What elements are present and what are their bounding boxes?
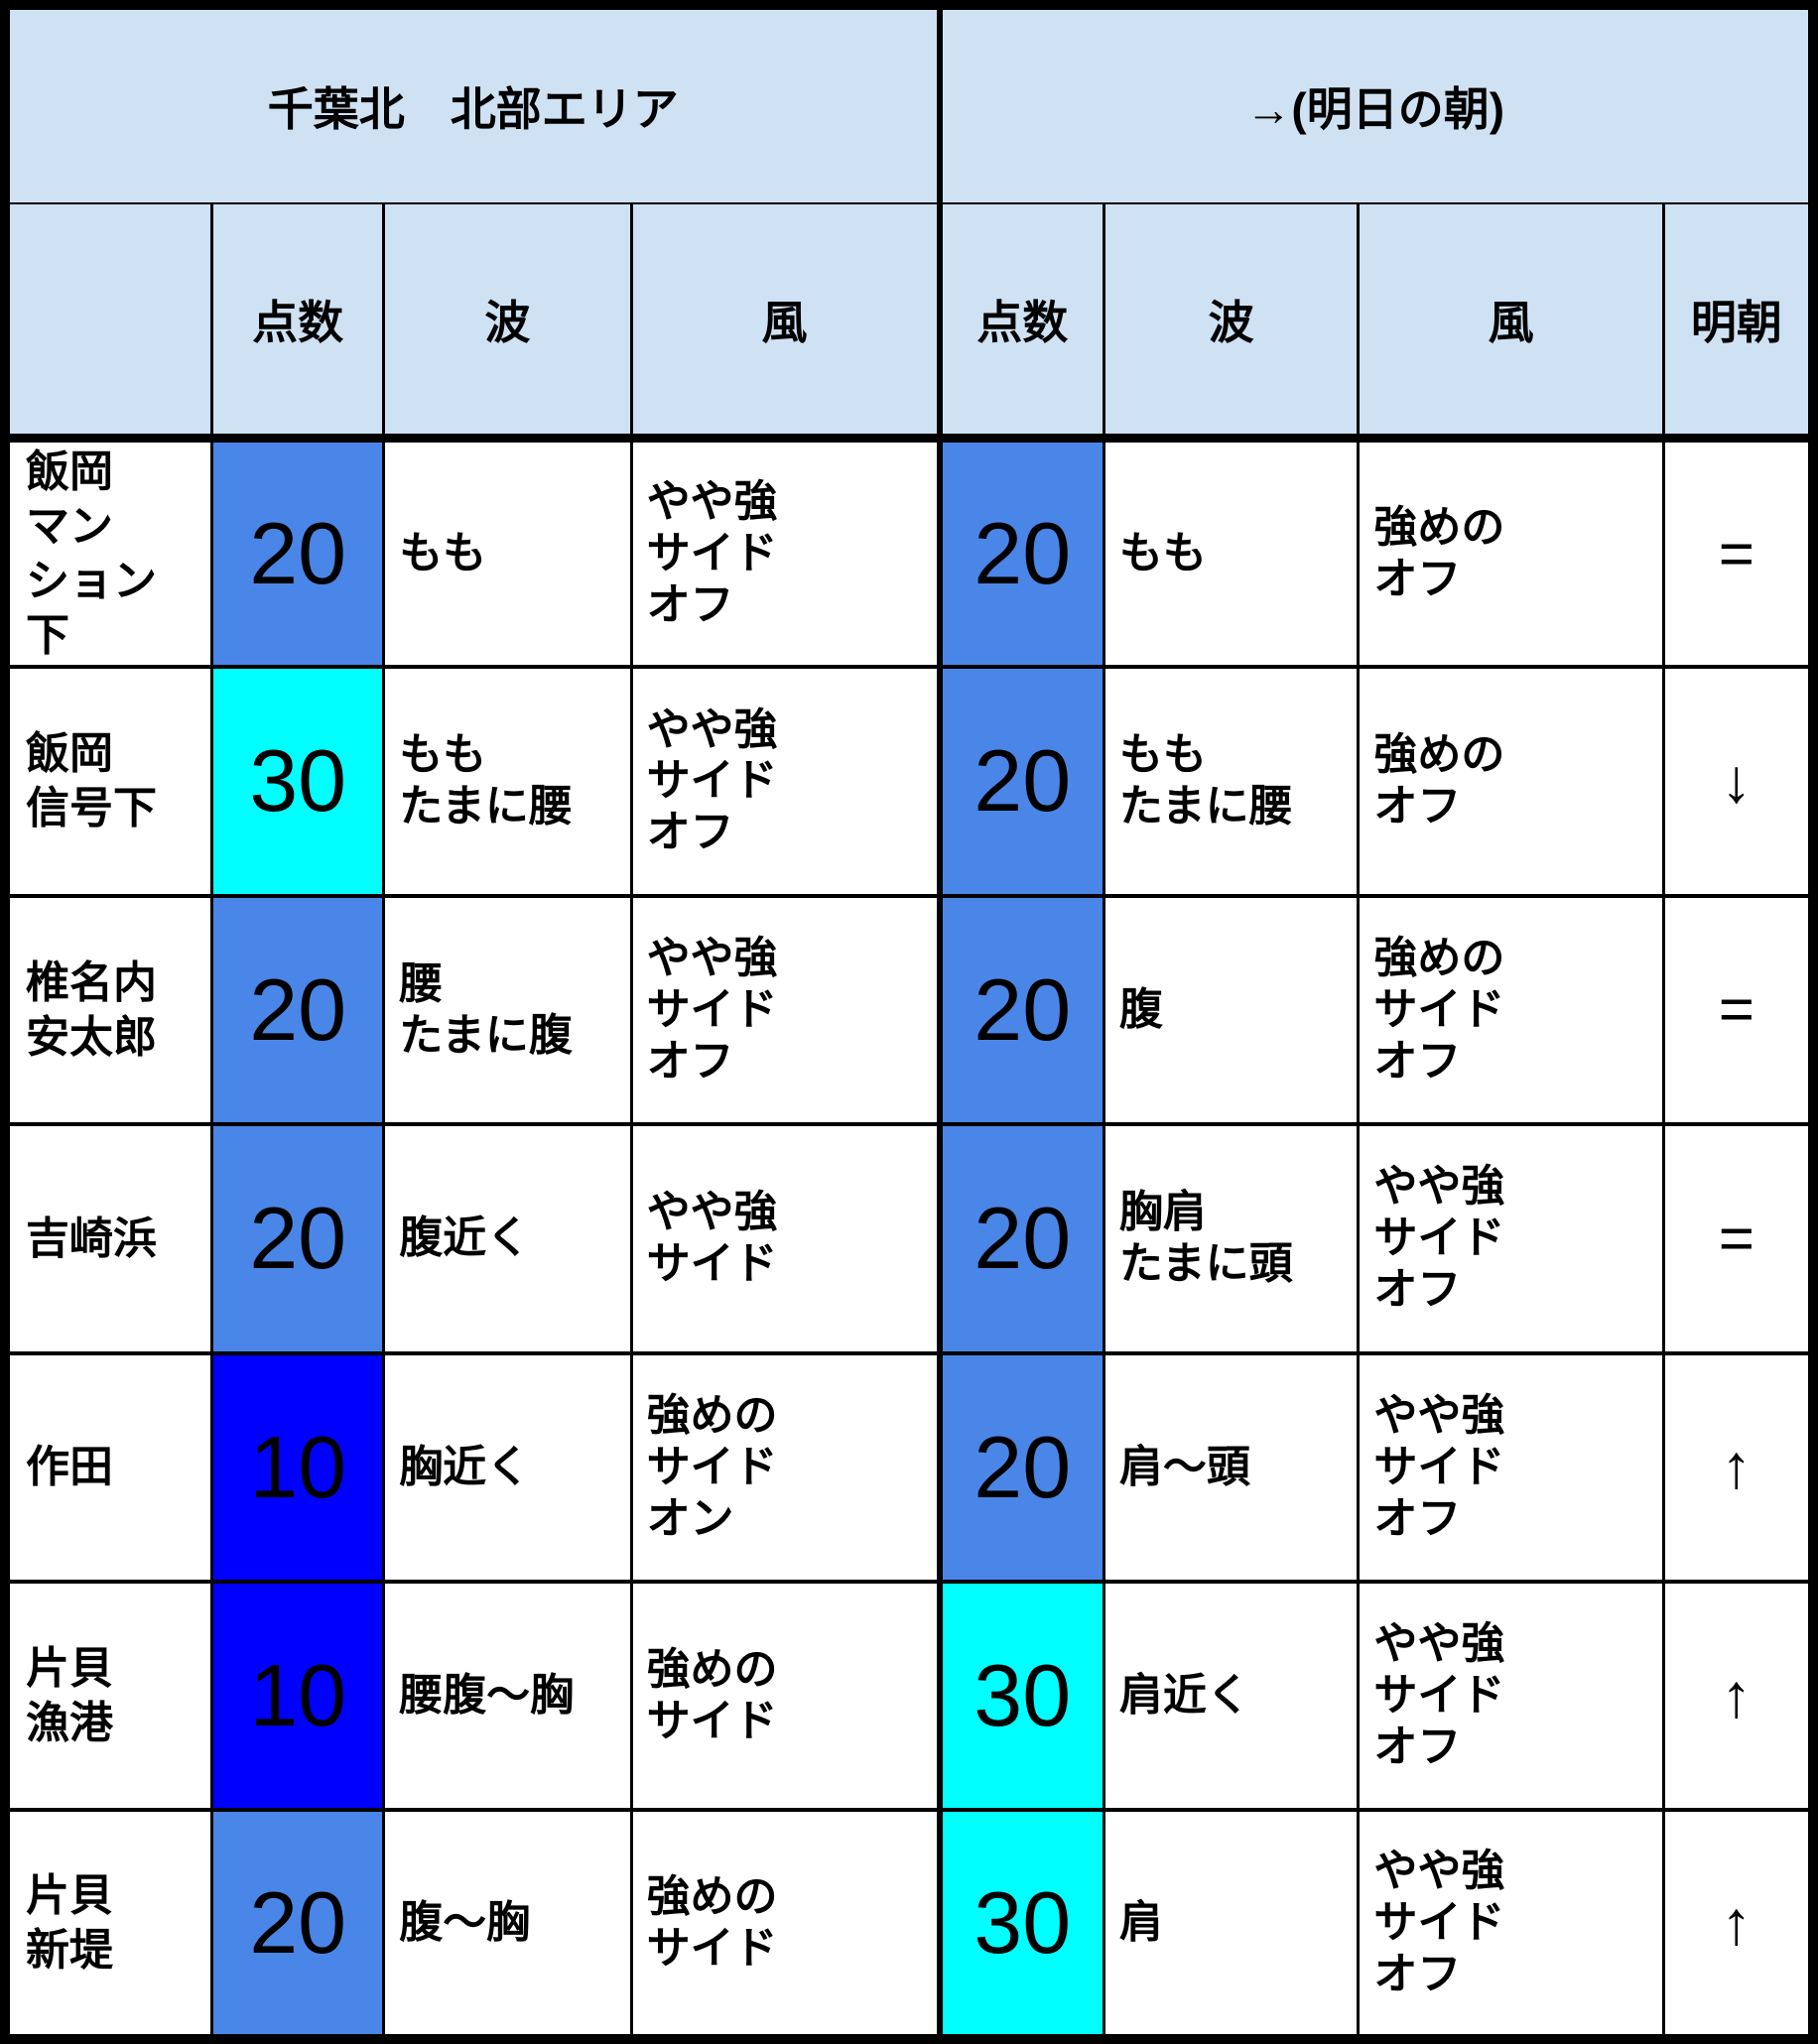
wave-cell-now: 腹近く <box>382 1122 633 1355</box>
col-header-wind-am: 風 <box>629 202 942 444</box>
wave-cell-tomorrow: 肩〜頭 <box>1102 1350 1361 1585</box>
score-cell-tomorrow: 30 <box>936 1808 1105 2041</box>
col-header-tomorrow-morning: 明朝 <box>1661 202 1815 444</box>
table-row: 吉崎浜 20 腹近く やや強 サイド 20 胸肩 たまに頭 やや強 サイド オフ… <box>3 1122 1815 1355</box>
score-cell-now: 10 <box>210 1580 386 1813</box>
wave-cell-tomorrow: もも たまに腰 <box>1102 665 1361 898</box>
score-cell-tomorrow: 20 <box>936 1122 1105 1355</box>
spot-name-cell: 片貝 漁港 <box>3 1580 214 1813</box>
wave-cell-tomorrow: 肩 <box>1102 1808 1361 2041</box>
col-header-wave-tomorrow: 波 <box>1102 202 1361 444</box>
wave-cell-tomorrow: 胸肩 たまに頭 <box>1102 1122 1361 1355</box>
score-cell-now: 20 <box>210 893 386 1127</box>
score-cell-tomorrow: 20 <box>936 665 1105 898</box>
wind-cell-tomorrow: 強めの オフ <box>1357 665 1665 898</box>
wave-cell-now: もも たまに腰 <box>382 665 633 898</box>
wind-cell-now: 強めの サイド オン <box>629 1350 942 1585</box>
wind-cell-now: 強めの サイド <box>629 1580 942 1813</box>
table-row: 片貝 新堤 20 腹〜胸 強めの サイド 30 肩 やや強 サイド オフ ↑ <box>3 1808 1815 2041</box>
tomorrow-morning-title: →(明日の朝) <box>936 2 1815 205</box>
wave-cell-tomorrow: 腹 <box>1102 893 1361 1127</box>
wave-cell-now: もも <box>382 436 633 670</box>
wind-cell-now: やや強 サイド オフ <box>629 436 942 670</box>
score-cell-tomorrow: 20 <box>936 1350 1105 1585</box>
spot-name-cell: 飯岡 マン ション 下 <box>3 436 214 670</box>
score-cell-tomorrow: 20 <box>936 436 1105 670</box>
wind-cell-tomorrow: やや強 サイド オフ <box>1357 1350 1665 1585</box>
wind-cell-tomorrow: 強めの オフ <box>1357 436 1665 670</box>
spot-name-cell: 飯岡 信号下 <box>3 665 214 898</box>
col-header-wind-tomorrow: 風 <box>1357 202 1665 444</box>
wave-cell-tomorrow: 肩近く <box>1102 1580 1361 1813</box>
table-row: 椎名内 安太郎 20 腰 たまに腹 やや強 サイド オフ 20 腹 強めの サイ… <box>3 893 1815 1127</box>
score-cell-now: 30 <box>210 665 386 898</box>
header-row-area: 千葉北 北部エリア →(明日の朝) <box>3 2 1815 205</box>
wave-cell-tomorrow: もも <box>1102 436 1361 670</box>
score-cell-tomorrow: 30 <box>936 1580 1105 1813</box>
table-row: 飯岡 信号下 30 もも たまに腰 やや強 サイド オフ 20 もも たまに腰 … <box>3 665 1815 898</box>
wind-cell-tomorrow: やや強 サイド オフ <box>1357 1580 1665 1813</box>
trend-cell: = <box>1661 436 1815 670</box>
trend-cell: = <box>1661 1122 1815 1355</box>
wave-cell-now: 胸近く <box>382 1350 633 1585</box>
trend-cell: ↑ <box>1661 1580 1815 1813</box>
table-row: 片貝 漁港 10 腰腹〜胸 強めの サイド 30 肩近く やや強 サイド オフ … <box>3 1580 1815 1813</box>
trend-cell: = <box>1661 893 1815 1127</box>
header-row-columns: 点数 波 風 点数 波 風 明朝 <box>3 202 1815 444</box>
score-cell-now: 20 <box>210 1808 386 2041</box>
wave-cell-now: 腰 たまに腹 <box>382 893 633 1127</box>
wind-cell-now: 強めの サイド <box>629 1808 942 2041</box>
table-row: 飯岡 マン ション 下 20 もも やや強 サイド オフ 20 もも 強めの オ… <box>3 436 1815 670</box>
wind-cell-now: やや強 サイド <box>629 1122 942 1355</box>
score-cell-tomorrow: 20 <box>936 893 1105 1127</box>
spot-name-cell: 作田 <box>3 1350 214 1585</box>
spot-name-cell: 椎名内 安太郎 <box>3 893 214 1127</box>
col-header-score-am: 点数 <box>210 202 386 444</box>
wave-cell-now: 腰腹〜胸 <box>382 1580 633 1813</box>
corner-cell <box>3 202 214 444</box>
spot-name-cell: 吉崎浜 <box>3 1122 214 1355</box>
trend-cell: ↑ <box>1661 1350 1815 1585</box>
wind-cell-now: やや強 サイド オフ <box>629 893 942 1127</box>
trend-cell: ↑ <box>1661 1808 1815 2041</box>
score-cell-now: 20 <box>210 436 386 670</box>
score-cell-now: 10 <box>210 1350 386 1585</box>
col-header-wave-am: 波 <box>382 202 633 444</box>
score-cell-now: 20 <box>210 1122 386 1355</box>
col-header-score-tomorrow: 点数 <box>936 202 1105 444</box>
spot-name-cell: 片貝 新堤 <box>3 1808 214 2041</box>
wind-cell-now: やや強 サイド オフ <box>629 665 942 898</box>
area-title: 千葉北 北部エリア <box>3 2 941 205</box>
wave-cell-now: 腹〜胸 <box>382 1808 633 2041</box>
wind-cell-tomorrow: やや強 サイド オフ <box>1357 1122 1665 1355</box>
trend-cell: ↓ <box>1661 665 1815 898</box>
wind-cell-tomorrow: 強めの サイド オフ <box>1357 893 1665 1127</box>
table-row: 作田 10 胸近く 強めの サイド オン 20 肩〜頭 やや強 サイド オフ ↑ <box>3 1350 1815 1585</box>
wind-cell-tomorrow: やや強 サイド オフ <box>1357 1808 1665 2041</box>
